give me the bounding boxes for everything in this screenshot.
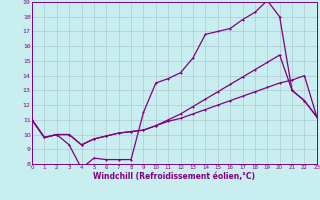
X-axis label: Windchill (Refroidissement éolien,°C): Windchill (Refroidissement éolien,°C) [93, 172, 255, 181]
